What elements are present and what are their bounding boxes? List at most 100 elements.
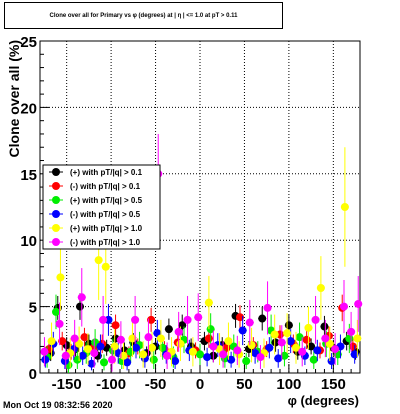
- data-point: [204, 334, 213, 343]
- chart-title: Clone over all for Primary vs φ (degrees…: [4, 2, 283, 29]
- data-point: [320, 322, 329, 331]
- data-point: [307, 342, 316, 351]
- legend-label: (-) with pT/|q| > 0.5: [70, 210, 141, 219]
- data-point: [256, 353, 265, 362]
- data-point: [196, 350, 204, 359]
- data-point: [325, 339, 334, 348]
- data-point: [96, 342, 105, 351]
- data-point: [204, 298, 213, 307]
- x-tick-label: 50: [236, 376, 253, 393]
- data-point: [311, 315, 320, 324]
- data-point: [265, 343, 274, 352]
- data-point: [277, 338, 286, 347]
- data-point: [174, 327, 183, 336]
- data-point: [233, 346, 242, 355]
- data-point: [99, 315, 108, 324]
- data-point: [316, 284, 325, 293]
- data-point: [354, 299, 363, 308]
- data-point: [139, 350, 148, 359]
- data-point: [94, 256, 103, 265]
- data-point: [84, 345, 92, 354]
- y-axis-label: Clone over all (%): [6, 40, 22, 157]
- data-point: [123, 358, 132, 367]
- legend-box: [42, 164, 161, 250]
- legend: (+) with pT/|q| > 0.1 (-) with pT/|q| > 0…: [42, 164, 161, 250]
- data-point: [52, 307, 60, 316]
- data-point: [55, 319, 64, 328]
- data-point: [40, 347, 49, 356]
- data-point: [209, 342, 218, 351]
- data-point: [348, 342, 357, 351]
- data-point: [350, 350, 359, 359]
- data-point: [76, 302, 84, 311]
- legend-label: (+) with pT/|q| > 0.1: [70, 168, 143, 177]
- data-point: [70, 334, 79, 343]
- data-point: [78, 351, 87, 360]
- data-point: [149, 355, 158, 364]
- data-point: [101, 262, 110, 271]
- data-point: [302, 335, 311, 344]
- y-tick-label: 5: [29, 300, 37, 317]
- data-point: [236, 313, 244, 322]
- data-point: [188, 347, 197, 356]
- y-tick-label: 25: [20, 34, 37, 51]
- x-tick-label: 0: [196, 376, 204, 393]
- data-point: [100, 358, 108, 367]
- series-5: [40, 133, 363, 372]
- data-point: [227, 355, 236, 364]
- data-point: [131, 315, 140, 324]
- data-point: [284, 321, 293, 330]
- data-point: [80, 333, 89, 342]
- y-tick-label: 10: [20, 233, 37, 250]
- legend-label: (-) with pT/|q| > 1.0: [70, 238, 141, 247]
- data-point: [163, 351, 172, 360]
- timestamp: Mon Oct 19 08:32:56 2020: [3, 400, 113, 410]
- data-point: [119, 351, 128, 360]
- data-point: [298, 347, 307, 356]
- data-point: [47, 337, 56, 346]
- data-point: [116, 335, 125, 344]
- data-point: [271, 338, 280, 347]
- data-point: [147, 315, 156, 324]
- data-point: [148, 343, 156, 352]
- data-point: [280, 351, 289, 360]
- data-point: [171, 357, 180, 366]
- y-tick-label: 15: [20, 167, 37, 184]
- data-point: [87, 359, 96, 368]
- data-point: [340, 203, 349, 211]
- data-point: [61, 351, 70, 360]
- data-point: [340, 302, 348, 311]
- data-point: [144, 333, 153, 342]
- x-tick-label: -50: [145, 376, 167, 393]
- data-point: [242, 357, 251, 366]
- data-point: [156, 334, 165, 343]
- x-axis-label: φ (degrees): [288, 393, 359, 408]
- data-point: [313, 346, 322, 355]
- legend-label: (+) with pT/|q| > 1.0: [70, 224, 143, 233]
- data-point: [286, 337, 295, 346]
- data-point: [295, 333, 304, 342]
- data-point: [77, 293, 86, 302]
- data-point: [58, 337, 67, 346]
- data-point: [274, 354, 283, 363]
- x-tick-label: -150: [52, 376, 82, 393]
- data-point: [128, 334, 137, 343]
- data-point: [304, 323, 313, 332]
- data-point: [321, 334, 330, 343]
- data-point: [309, 355, 318, 364]
- data-point: [224, 337, 233, 346]
- data-point: [270, 330, 279, 339]
- data-point: [164, 325, 173, 334]
- data-point: [56, 273, 65, 282]
- data-point: [327, 357, 336, 366]
- data-point: [75, 339, 84, 348]
- data-point: [110, 342, 119, 351]
- data-point: [203, 353, 212, 362]
- data-point: [331, 345, 340, 354]
- data-point: [292, 343, 300, 352]
- data-point: [245, 318, 254, 327]
- y-tick-label: 0: [29, 366, 37, 383]
- data-point: [238, 326, 247, 335]
- data-point: [263, 303, 272, 312]
